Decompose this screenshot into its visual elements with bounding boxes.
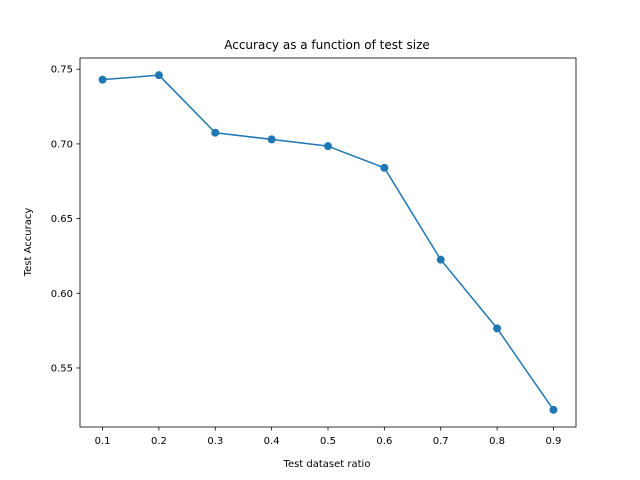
chart-title: Accuracy as a function of test size (224, 38, 430, 52)
y-axis-title: Test Accuracy (23, 208, 34, 278)
x-tick-label: 0.6 (376, 436, 392, 447)
data-point (324, 142, 332, 151)
x-tick-label: 0.3 (207, 436, 223, 447)
data-point (549, 405, 558, 414)
x-tick-label: 0.1 (95, 436, 111, 447)
y-tick-label: 0.70 (51, 139, 73, 150)
x-tick-label: 0.2 (151, 436, 167, 447)
x-tick-label: 0.5 (320, 436, 336, 447)
data-point (98, 75, 107, 84)
x-axis-title: Test dataset ratio (283, 459, 371, 470)
y-tick-label: 0.60 (51, 289, 73, 300)
x-tick-label: 0.7 (433, 436, 449, 447)
data-point (493, 324, 502, 333)
data-point (436, 255, 445, 264)
plot-area (98, 71, 558, 414)
y-tick-label: 0.65 (51, 214, 73, 225)
x-tick-label: 0.9 (546, 436, 562, 447)
axes: 0.1 0.2 0.3 0.4 0.5 0.6 0.7 0.8 0.9 0.55 0.60 0.65 0… (51, 57, 577, 447)
y-tick-label: 0.75 (51, 65, 73, 76)
data-point (211, 128, 220, 137)
data-point (267, 135, 276, 144)
x-tick-label: 0.8 (489, 436, 505, 447)
x-tick-label: 0.4 (264, 436, 280, 447)
data-point (380, 163, 389, 172)
y-tick-label: 0.55 (51, 363, 73, 374)
data-point (154, 71, 163, 80)
